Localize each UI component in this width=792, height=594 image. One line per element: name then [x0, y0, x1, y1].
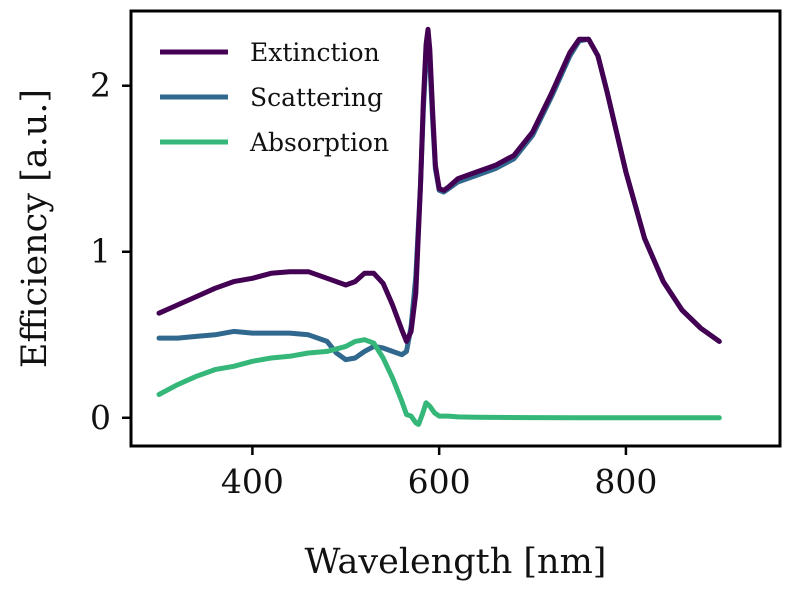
y-tick-label: 1 [90, 232, 111, 271]
legend-label-scattering: Scattering [250, 83, 383, 112]
plot-frame [129, 9, 782, 448]
x-tick-label: 800 [594, 462, 657, 501]
chart-legend: Extinction Scattering Absorption [160, 38, 389, 157]
plot-area [156, 26, 722, 427]
x-axis-label: Wavelength [nm] [305, 542, 607, 582]
y-axis-label: Efficiency [a.u.] [15, 89, 55, 368]
legend-label-extinction: Extinction [250, 38, 380, 67]
series-line-extinction [156, 26, 722, 344]
series-line-absorption [156, 337, 722, 427]
axis-ticks: 400 600 800 0 1 2 [90, 66, 657, 501]
legend-label-absorption: Absorption [249, 128, 389, 157]
x-tick-label: 600 [408, 462, 471, 501]
y-tick-label: 0 [90, 398, 111, 437]
y-tick-label: 2 [90, 66, 111, 105]
x-tick-label: 400 [221, 462, 284, 501]
